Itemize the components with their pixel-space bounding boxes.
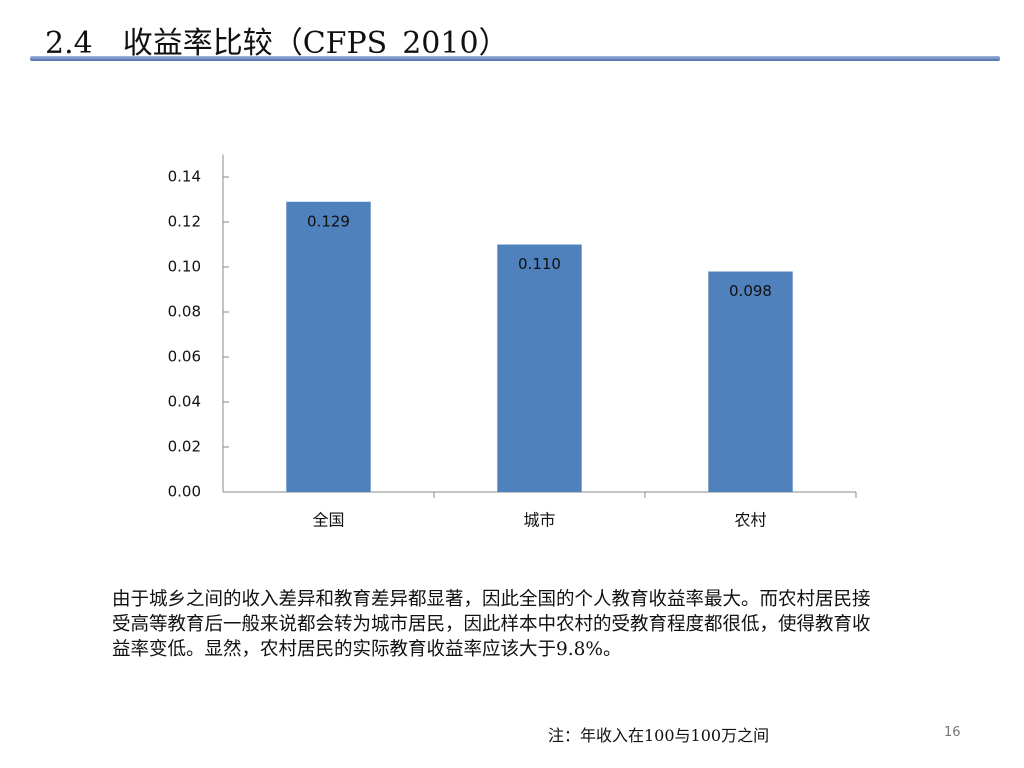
y-tick-label: 0.12 <box>168 213 201 231</box>
bar <box>708 271 793 492</box>
y-tick-label: 0.10 <box>168 258 201 276</box>
bar <box>497 244 582 492</box>
slide-title: 2.4 收益率比较（CFPS_2010） <box>45 26 509 61</box>
value-label: 0.098 <box>729 282 772 300</box>
x-tick-label: 全国 <box>312 511 344 530</box>
value-label: 0.110 <box>518 255 561 273</box>
y-tick-label: 0.08 <box>168 303 201 321</box>
y-tick-label: 0.14 <box>168 168 201 186</box>
footnote: 注：年收入在100与100万之间 <box>548 726 770 745</box>
title-rule <box>30 56 1000 61</box>
x-tick-label: 城市 <box>523 511 555 530</box>
body-text: 由于城乡之间的收入差异和教育差异都显著，因此全国的个人教育收益率最大。而农村居民… <box>112 589 871 660</box>
y-tick-label: 0.00 <box>168 483 201 501</box>
chart: 0.00 0.02 0.04 0.06 0.08 0.10 0.12 0.14 全国 0.129 城… <box>168 154 857 530</box>
x-tick-label: 农村 <box>734 511 766 530</box>
y-tick-label: 0.02 <box>168 438 201 456</box>
bar <box>286 201 371 492</box>
page-number: 16 <box>944 725 961 740</box>
value-label: 0.129 <box>307 212 350 230</box>
y-tick-label: 0.04 <box>168 393 201 411</box>
y-tick-label: 0.06 <box>168 348 201 366</box>
